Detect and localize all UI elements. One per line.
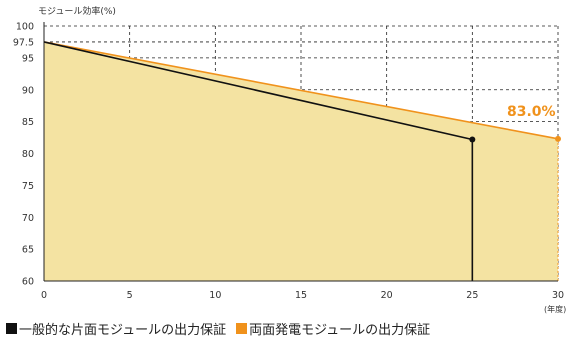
y-tick-label: 75 [22,181,34,192]
x-tick-label: 20 [381,290,393,301]
y-tick-label: 60 [22,277,34,288]
legend-item-bifacial: 両面発電モジュールの出力保証 [236,319,430,338]
efficiency-chart: モジュール効率(%) 60 65 70 75 80 85 90 95 97.5 100 0 5 10 15… [13,5,566,314]
legend-swatch-black [6,322,17,334]
x-tick-label: 15 [295,290,307,301]
y-tick-label: 70 [22,213,34,224]
legend: 一般的な片面モジュールの出力保証 両面発電モジュールの出力保証 [6,318,440,338]
y-tick-label: 97.5 [13,37,34,48]
shaded-area [44,41,558,281]
legend-label: 一般的な片面モジュールの出力保証 [19,322,227,338]
x-axis-label: (年度) [544,304,566,314]
tick-labels: 60 65 70 75 80 85 90 95 97.5 100 0 5 10 15 20 25 30 [13,22,564,302]
value-annotation: 83.0% [507,104,556,120]
series-line-bifacial [43,41,559,140]
y-tick-label: 80 [22,149,34,160]
x-tick-label: 0 [41,290,47,301]
legend-item-single-sided: 一般的な片面モジュールの出力保証 [6,319,226,338]
x-tick-label: 5 [127,290,133,301]
series-lines [43,41,561,281]
legend-swatch-orange [236,322,248,334]
series-line-single-sided [43,41,473,141]
y-tick-label: 95 [22,53,34,64]
x-tick-label: 30 [552,290,564,301]
x-tick-label: 25 [466,290,478,301]
series-point-bifacial [555,135,561,142]
y-axis-label: モジュール効率(%) [38,5,116,17]
axes [43,22,558,282]
y-tick-label: 90 [22,85,34,96]
series-point-single-sided [469,136,476,143]
y-tick-label: 100 [16,22,34,33]
x-tick-label: 10 [209,290,221,301]
legend-label: 両面発電モジュールの出力保証 [249,322,431,338]
y-tick-label: 65 [22,245,34,256]
y-tick-label: 85 [22,117,34,128]
area-fill [44,41,558,281]
